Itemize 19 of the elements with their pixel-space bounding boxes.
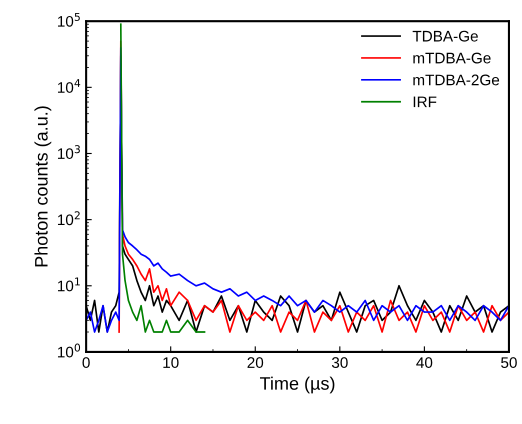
x-tick-label: 40 [416,357,432,368]
x-tick-label: 20 [248,357,264,368]
y-axis-title: Photon counts (a.u.) [34,106,52,266]
line-series [120,23,206,333]
legend-label: IRF [414,96,436,108]
y-tick-label: 10$^{5}$ [58,12,80,27]
x-tick-label: 10 [163,357,179,368]
x-tick-label: 0 [82,357,90,368]
legend-label: TDBA-Ge [412,30,478,42]
legend-label: mTDBA-Ge [413,52,491,64]
legend-label: mTDBA-2Ge [413,74,500,86]
x-tick-label: 30 [332,357,348,368]
y-tick-label: 10$^{2}$ [58,211,80,226]
y-tick-label: 10$^{3}$ [58,145,80,160]
y-tick-label: 10$^{1}$ [58,278,80,292]
x-tick-label: 50 [501,357,517,368]
y-tick-label: 10$^{0}$ [58,344,80,358]
x-axis-title: Time (µs) [260,376,334,394]
y-tick-label: 10$^{4}$ [58,79,80,93]
